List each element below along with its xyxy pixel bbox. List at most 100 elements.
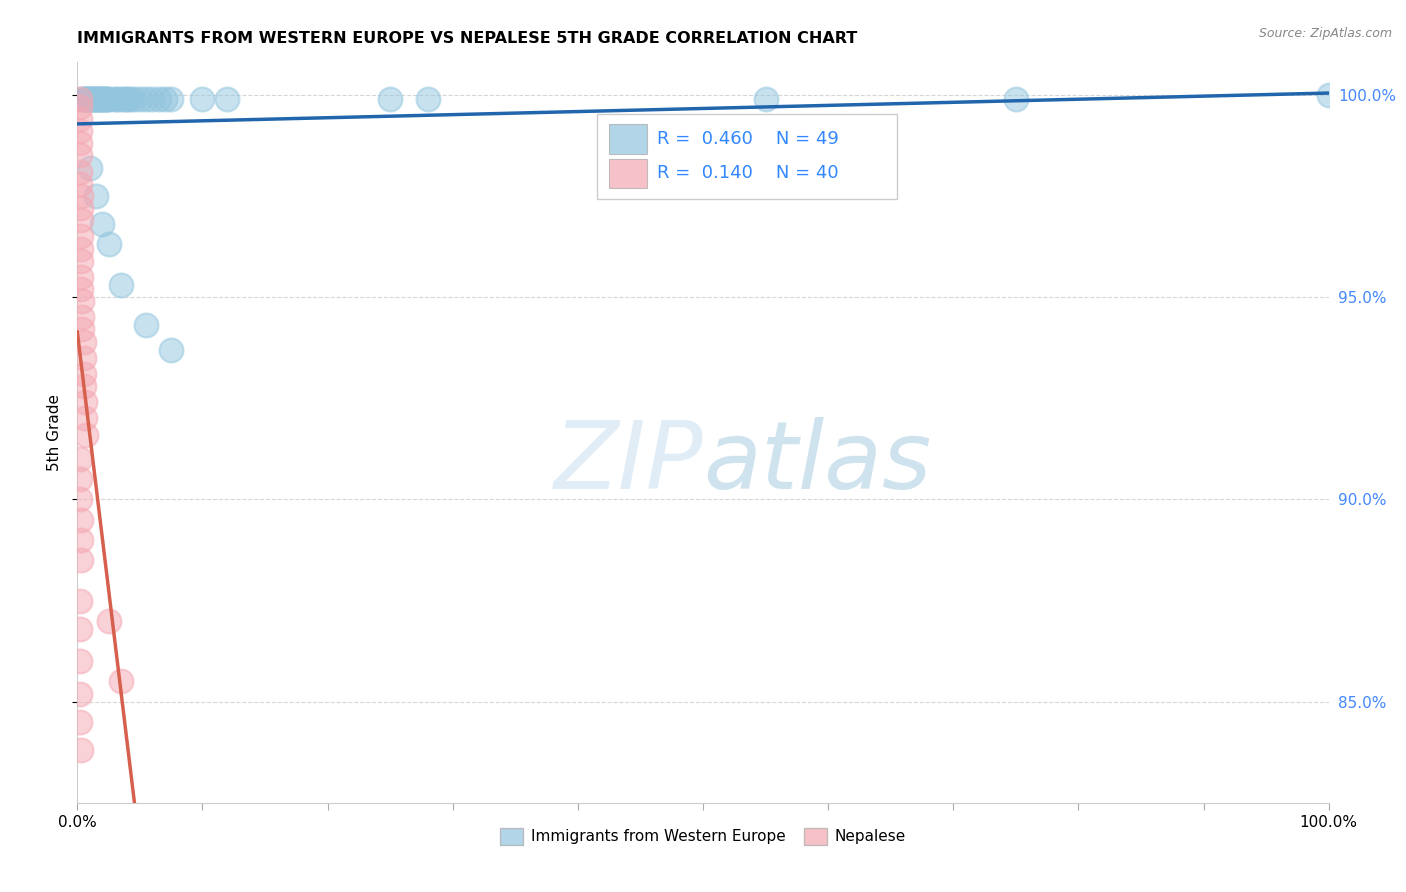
Point	[72, 351, 94, 365]
FancyBboxPatch shape	[596, 114, 897, 200]
Point	[118, 92, 141, 106]
Point	[70, 229, 93, 244]
Point	[83, 92, 105, 106]
Point	[69, 100, 91, 114]
Text: R =  0.140    N = 40: R = 0.140 N = 40	[657, 164, 838, 183]
Point	[72, 294, 94, 309]
Point	[69, 148, 91, 162]
Point	[90, 92, 112, 106]
Point	[114, 92, 136, 106]
Point	[70, 282, 93, 296]
Point	[117, 92, 139, 106]
Point	[87, 92, 110, 106]
Point	[72, 379, 94, 393]
Point	[754, 92, 776, 106]
Point	[82, 92, 104, 106]
Point	[91, 92, 114, 106]
Point	[84, 189, 107, 203]
Point	[79, 92, 101, 106]
Point	[70, 533, 93, 547]
Y-axis label: 5th Grade: 5th Grade	[46, 394, 62, 471]
Point	[70, 201, 93, 215]
Point	[69, 124, 91, 138]
Point	[72, 367, 94, 381]
Point	[69, 177, 91, 191]
Point	[69, 136, 91, 151]
Text: R =  0.460    N = 49: R = 0.460 N = 49	[657, 129, 838, 148]
Point	[70, 189, 93, 203]
Point	[69, 472, 91, 486]
Point	[97, 614, 120, 628]
Point	[1317, 87, 1340, 102]
Point	[122, 92, 145, 106]
Point	[153, 92, 176, 106]
Legend: Immigrants from Western Europe, Nepalese: Immigrants from Western Europe, Nepalese	[494, 822, 912, 851]
Point	[72, 92, 94, 106]
Point	[69, 714, 91, 729]
Point	[70, 553, 93, 567]
Point	[97, 237, 120, 252]
Point	[69, 492, 91, 507]
Text: IMMIGRANTS FROM WESTERN EUROPE VS NEPALESE 5TH GRADE CORRELATION CHART: IMMIGRANTS FROM WESTERN EUROPE VS NEPALE…	[77, 31, 858, 46]
Point	[80, 92, 103, 106]
Point	[148, 92, 170, 106]
Point	[135, 92, 157, 106]
Point	[96, 92, 118, 106]
Point	[94, 92, 117, 106]
Point	[72, 310, 94, 325]
Point	[75, 92, 97, 106]
Point	[89, 92, 111, 106]
Point	[97, 92, 120, 106]
Point	[76, 92, 98, 106]
Point	[73, 411, 96, 425]
Point	[70, 242, 93, 256]
Point	[75, 427, 97, 442]
Point	[93, 92, 115, 106]
Point	[69, 92, 91, 106]
Point	[94, 92, 117, 106]
Point	[191, 92, 214, 106]
Point	[70, 253, 93, 268]
Point	[73, 395, 96, 409]
Text: ZIP: ZIP	[554, 417, 703, 508]
Point	[91, 217, 114, 231]
Point	[86, 92, 108, 106]
Point	[378, 92, 402, 106]
Point	[83, 92, 105, 106]
Point	[79, 161, 101, 175]
FancyBboxPatch shape	[609, 159, 647, 188]
Point	[69, 622, 91, 636]
Point	[70, 513, 93, 527]
Point	[72, 92, 94, 106]
Point	[141, 92, 163, 106]
Point	[135, 318, 157, 333]
Point	[70, 743, 93, 757]
Point	[73, 92, 96, 106]
Point	[77, 92, 100, 106]
Point	[110, 277, 132, 292]
Point	[160, 92, 183, 106]
Point	[72, 334, 94, 349]
Point	[69, 451, 91, 466]
Point	[70, 269, 93, 284]
FancyBboxPatch shape	[609, 124, 647, 153]
Point	[110, 92, 132, 106]
Point	[69, 164, 91, 178]
Point	[160, 343, 183, 357]
Point	[69, 654, 91, 668]
Point	[69, 593, 91, 607]
Point	[110, 674, 132, 689]
Point	[72, 322, 94, 336]
Point	[70, 213, 93, 227]
Text: atlas: atlas	[703, 417, 931, 508]
Point	[105, 92, 128, 106]
Point	[84, 92, 107, 106]
Point	[1004, 92, 1026, 106]
Point	[69, 687, 91, 701]
Text: Source: ZipAtlas.com: Source: ZipAtlas.com	[1258, 27, 1392, 40]
Point	[416, 92, 439, 106]
Point	[104, 92, 127, 106]
Point	[217, 92, 239, 106]
Point	[69, 112, 91, 126]
Point	[129, 92, 152, 106]
